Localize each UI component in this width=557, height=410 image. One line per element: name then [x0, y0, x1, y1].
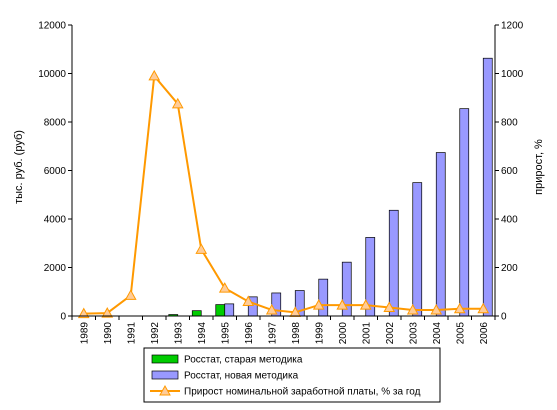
- legend-box: [143, 347, 441, 403]
- x-axis: 1989 1990 1991 1992 1993 1994 1995 1996 1997 1998…: [71, 315, 496, 345]
- y2-tick-label: 1200: [501, 21, 524, 32]
- legend-marker-growth: [159, 384, 171, 396]
- y-tick-label: 8000: [44, 118, 67, 129]
- legend: Росстат, старая методика Росстат, новая м…: [143, 347, 441, 403]
- growth-point-1991: [124, 289, 137, 300]
- x-tick-label: 2002: [385, 322, 396, 345]
- bar-new-method-1995: [224, 303, 235, 317]
- growth-point-2003: [406, 303, 419, 315]
- x-tick-label: 1994: [197, 322, 208, 345]
- legend-label-growth: Прирост номинальной заработной платы, % …: [184, 386, 421, 398]
- growth-point-1993: [171, 97, 184, 109]
- x-tick-label: 1990: [103, 322, 114, 345]
- y2-tick-label: 400: [501, 215, 518, 226]
- x-tick-label: 1995: [220, 322, 231, 345]
- growth-point-1990: [101, 307, 114, 318]
- growth-point-1992: [148, 69, 161, 81]
- growth-line: [83, 73, 484, 315]
- growth-point-1996: [242, 295, 255, 306]
- x-tick-label: 2000: [338, 322, 349, 345]
- x-tick-label: 1992: [150, 322, 161, 345]
- bar-new-method-2003: [412, 182, 423, 317]
- growth-point-2002: [383, 301, 396, 313]
- y2-tick-label: 0: [501, 312, 507, 323]
- right-axis: 0 200 400 600 800 1000 1200: [494, 21, 524, 323]
- x-tick-label: 1996: [244, 322, 255, 345]
- growth-point-2006: [477, 302, 490, 314]
- x-tick-label: 1991: [126, 322, 137, 345]
- y2-tick-label: 600: [501, 166, 518, 177]
- growth-point-2005: [453, 302, 466, 314]
- bar-new-method-2004: [435, 152, 446, 317]
- bar-new-method-2006: [482, 57, 493, 317]
- growth-point-1995: [218, 282, 231, 293]
- y2-axis-title: прирост, %: [533, 139, 545, 195]
- y2-tick-label: 1000: [501, 69, 524, 80]
- x-tick-label: 1989: [79, 322, 90, 345]
- x-tick-label: 1999: [314, 322, 325, 345]
- bar-old-method-1995: [215, 304, 226, 317]
- y-tick-label: 12000: [38, 21, 66, 32]
- bar-new-method-2002: [388, 209, 399, 317]
- y2-tick-label: 800: [501, 118, 518, 129]
- x-tick-label: 2006: [479, 322, 490, 345]
- y-tick-label: 4000: [44, 215, 67, 226]
- growth-point-1997: [265, 303, 278, 315]
- x-tick-label: 1993: [173, 322, 184, 345]
- y-tick-label: 2000: [44, 263, 67, 274]
- y2-tick-label: 200: [501, 263, 518, 274]
- bar-new-method-1999: [318, 278, 329, 317]
- legend-swatch-old-method: [151, 354, 179, 364]
- growth-point-2004: [430, 303, 443, 315]
- growth-point-1989: [77, 307, 90, 319]
- x-tick-label: 1997: [267, 322, 278, 345]
- y-tick-label: 6000: [44, 166, 67, 177]
- x-tick-label: 2001: [361, 322, 372, 345]
- y-axis-title: тыс. руб. (руб): [13, 130, 25, 204]
- y-tick-label: 0: [60, 312, 66, 323]
- x-tick-label: 2005: [455, 322, 466, 345]
- growth-point-2000: [336, 299, 349, 310]
- plot-area: [77, 57, 493, 319]
- x-tick-label: 1998: [291, 322, 302, 345]
- bar-new-method-2005: [459, 108, 470, 317]
- growth-point-1994: [195, 243, 208, 254]
- left-axis: 0 2000 4000 6000 8000 10000 12000: [38, 21, 73, 323]
- legend-label-old-method: Росстат, старая методика: [184, 355, 303, 366]
- legend-label-new-method: Росстат, новая методика: [184, 371, 299, 382]
- bar-old-method-1994: [191, 310, 202, 317]
- x-tick-label: 2003: [408, 322, 419, 345]
- y-tick-label: 10000: [38, 69, 66, 80]
- x-tick-label: 2004: [432, 322, 443, 345]
- growth-point-2001: [359, 299, 372, 310]
- legend-swatch-new-method: [151, 370, 179, 380]
- growth-point-1999: [312, 299, 325, 310]
